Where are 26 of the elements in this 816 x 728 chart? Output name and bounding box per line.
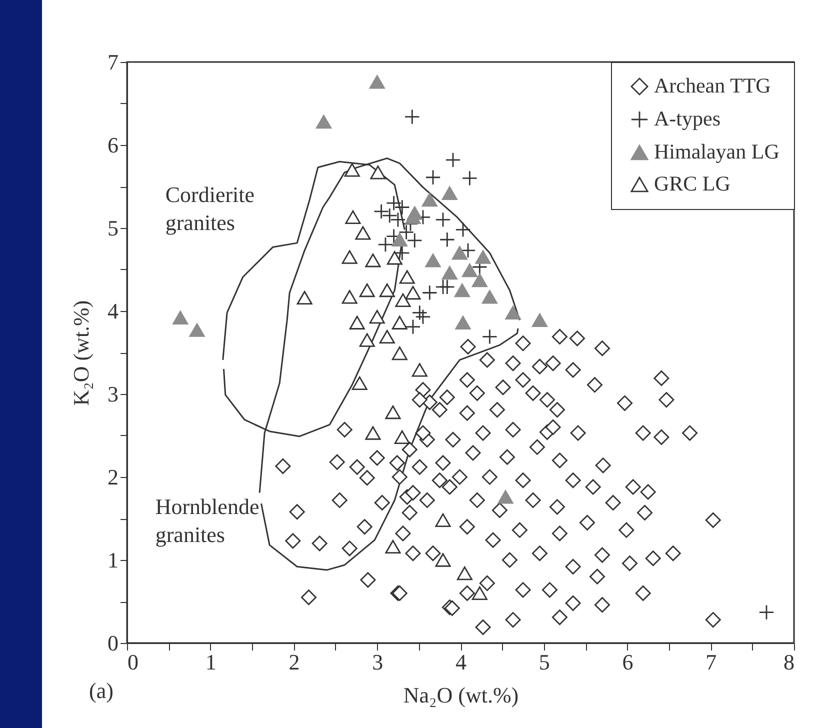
legend-label: Himalayan LG: [654, 140, 780, 164]
y-axis-title: K₂O (wt.%): [68, 300, 94, 406]
annotation: Cordierite granites: [165, 182, 255, 235]
x-tick-label: 4: [456, 650, 466, 674]
legend-label: A-types: [654, 106, 720, 130]
x-tick-label: 7: [706, 650, 717, 674]
y-tick-label: 2: [108, 464, 118, 490]
x-tick-label: 8: [784, 650, 794, 674]
y-tick-label: 3: [108, 382, 118, 406]
y-tick-label: 5: [108, 216, 118, 240]
y-tick-label: 1: [108, 548, 118, 572]
x-tick-label: 3: [372, 650, 384, 674]
x-tick-label: 6: [622, 650, 634, 674]
legend-label: Archean TTG: [654, 74, 771, 98]
y-tick-label: 4: [108, 298, 118, 324]
x-tick-label: 5: [538, 650, 550, 674]
y-tick-label: 0: [108, 630, 118, 656]
annotation: Hornblende granites: [155, 494, 260, 547]
y-tick-label: 7: [108, 50, 118, 74]
x-axis-title: Na₂O (wt.%): [403, 682, 519, 708]
x-tick-label: 0: [128, 650, 138, 674]
legend-label: GRC LG: [654, 172, 730, 196]
x-tick-label: 1: [205, 650, 216, 674]
x-tick-label: 2: [288, 650, 300, 674]
text: (a): [89, 678, 114, 703]
y-tick-label: 6: [108, 132, 118, 158]
